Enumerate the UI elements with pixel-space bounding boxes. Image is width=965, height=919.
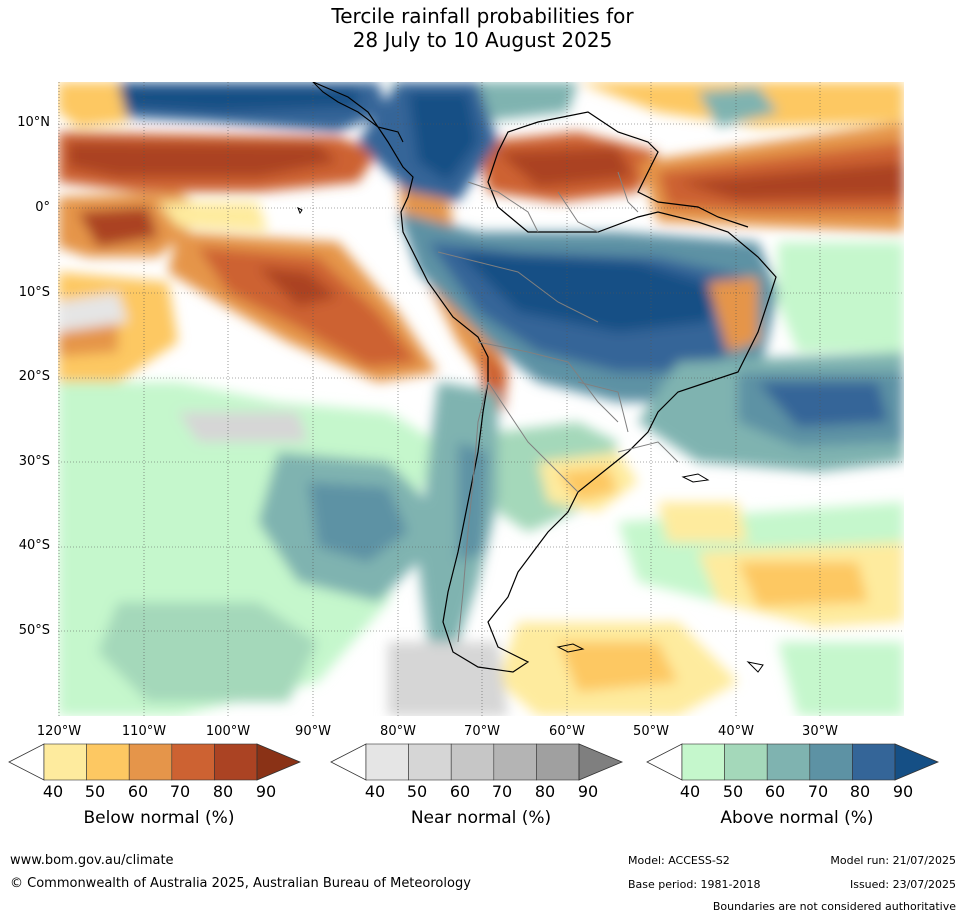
near-normal-colorbar (330, 743, 624, 781)
disclaimer-text: Boundaries are not considered authoritat… (712, 900, 956, 913)
lat-label-10s: 10°S (18, 285, 50, 300)
above-tick-80: 80 (849, 782, 871, 801)
near-tick-60: 60 (449, 782, 471, 801)
near-colorbar-bin-5 (536, 743, 580, 781)
lon-label-50w: 50°W (633, 724, 669, 739)
lat-label-30s: 30°S (18, 454, 50, 469)
below-colorbar-bin-1 (43, 743, 87, 781)
near-tick-80: 80 (534, 782, 556, 801)
rainfall-probability-map (58, 82, 904, 716)
above-colorbar-bin-2 (724, 743, 768, 781)
near-tick-70: 70 (491, 782, 513, 801)
model-text: Model: ACCESS-S2 (628, 854, 730, 867)
issued-text: Issued: 23/07/2025 (849, 878, 956, 891)
copyright-text: © Commonwealth of Australia 2025, Austra… (10, 876, 471, 891)
islands (297, 206, 764, 673)
below-tick-90: 90 (255, 782, 277, 801)
lon-label-80w: 80°W (380, 724, 416, 739)
below-colorbar-bin-4 (171, 743, 215, 781)
above-normal-colorbar (646, 743, 940, 781)
lon-label-110w: 110°W (121, 724, 167, 739)
map-title: Tercile rainfall probabilities for 28 Ju… (0, 4, 965, 52)
below-colorbar-min-extend (8, 743, 45, 781)
lat-label-20s: 20°S (18, 369, 50, 384)
below-colorbar-bin-3 (128, 743, 173, 781)
lon-label-120w: 120°W (36, 724, 82, 739)
title-line-1: Tercile rainfall probabilities for (331, 4, 634, 28)
above-tick-90: 90 (892, 782, 914, 801)
below-tick-80: 80 (212, 782, 234, 801)
lon-label-90w: 90°W (295, 724, 331, 739)
above-colorbar-max-extend (894, 743, 940, 781)
above-tick-50: 50 (722, 782, 744, 801)
below-colorbar-max-extend (256, 743, 302, 781)
below-tick-60: 60 (127, 782, 149, 801)
country-borders (437, 171, 679, 643)
graticule (58, 82, 904, 716)
near-colorbar-bin-1 (365, 743, 409, 781)
near-colorbar-min-extend (330, 743, 367, 781)
title-line-2: 28 July to 10 August 2025 (352, 28, 613, 52)
lat-label-40s: 40°S (18, 538, 50, 553)
near-colorbar-bin-4 (493, 743, 537, 781)
above-normal-label: Above normal (%) (720, 808, 874, 828)
near-tick-40: 40 (364, 782, 386, 801)
below-normal-colorbar (8, 743, 302, 781)
near-tick-50: 50 (406, 782, 428, 801)
lon-label-70w: 70°W (464, 724, 500, 739)
below-tick-70: 70 (169, 782, 191, 801)
lat-label-0: 0° (35, 200, 50, 215)
near-normal-label: Near normal (%) (410, 808, 552, 828)
lon-label-100w: 100°W (205, 724, 251, 739)
above-tick-40: 40 (679, 782, 701, 801)
central-america-coastline (312, 82, 404, 143)
model-run-text: Model run: 21/07/2025 (830, 854, 956, 867)
lon-label-30w: 30°W (802, 724, 838, 739)
probability-field (58, 82, 904, 716)
above-colorbar-bin-4 (809, 743, 853, 781)
below-normal-label: Below normal (%) (83, 808, 235, 828)
lon-label-60w: 60°W (549, 724, 585, 739)
above-colorbar-bin-3 (766, 743, 811, 781)
above-colorbar-bin-1 (681, 743, 725, 781)
lon-label-40w: 40°W (718, 724, 754, 739)
above-colorbar-min-extend (646, 743, 683, 781)
near-tick-90: 90 (577, 782, 599, 801)
lat-label-10n: 10°N (17, 115, 50, 130)
above-colorbar-bin-5 (852, 743, 896, 781)
near-colorbar-max-extend (578, 743, 624, 781)
near-colorbar-bin-2 (408, 743, 452, 781)
near-colorbar-bin-3 (450, 743, 495, 781)
lat-label-50s: 50°S (18, 623, 50, 638)
website-link[interactable]: www.bom.gov.au/climate (10, 853, 174, 868)
below-colorbar-bin-2 (86, 743, 130, 781)
below-tick-40: 40 (42, 782, 64, 801)
below-tick-50: 50 (84, 782, 106, 801)
below-colorbar-bin-5 (214, 743, 258, 781)
base-period-text: Base period: 1981-2018 (628, 878, 761, 891)
above-tick-60: 60 (764, 782, 786, 801)
above-tick-70: 70 (807, 782, 829, 801)
